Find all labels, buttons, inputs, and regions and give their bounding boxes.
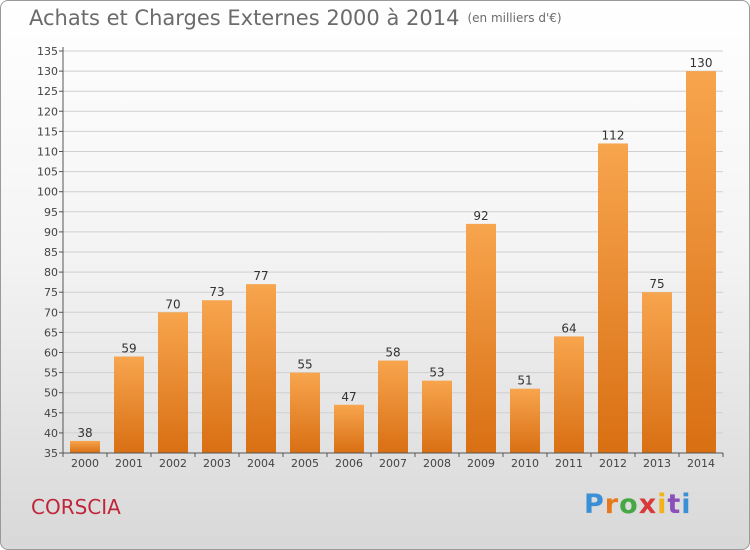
data-label: 38 — [77, 426, 92, 440]
y-tick-label: 115 — [37, 125, 58, 138]
bar — [598, 143, 628, 453]
bar — [158, 312, 188, 453]
bars — [70, 71, 716, 453]
y-tick-label: 40 — [44, 427, 58, 440]
x-tick-label: 2006 — [335, 457, 363, 470]
chart-title-text: Achats et Charges Externes 2000 à 2014 — [29, 6, 460, 30]
data-label: 58 — [385, 346, 400, 360]
data-label: 77 — [253, 269, 268, 283]
data-label: 64 — [561, 321, 576, 335]
x-tick-label: 2009 — [467, 457, 495, 470]
y-tick-label: 130 — [37, 65, 58, 78]
bar — [70, 440, 100, 453]
x-tick-label: 2012 — [599, 457, 627, 470]
y-axis-ticks: 35 40 45 50 55 60 65 70 75 80 85 90 95 100 105 110 115 12… — [37, 45, 63, 460]
logo-letter: x — [638, 489, 658, 520]
x-tick-label: 2001 — [115, 457, 143, 470]
commune-name: CORSCIA — [31, 495, 121, 519]
data-label: 55 — [297, 358, 312, 372]
data-label: 47 — [341, 390, 356, 404]
y-tick-label: 120 — [37, 105, 58, 118]
data-label: 130 — [690, 56, 713, 70]
data-label: 75 — [649, 277, 664, 291]
x-tick-label: 2013 — [643, 457, 671, 470]
chart-title: Achats et Charges Externes 2000 à 2014 (e… — [29, 6, 562, 30]
x-tick-label: 2010 — [511, 457, 539, 470]
logo-letter: o — [619, 489, 639, 520]
y-tick-label: 90 — [44, 226, 58, 239]
bar — [378, 360, 408, 453]
bar — [114, 356, 144, 453]
logo-letter: r — [604, 489, 620, 520]
y-tick-label: 135 — [37, 45, 58, 58]
data-label: 53 — [429, 366, 444, 380]
bar — [466, 223, 496, 453]
x-tick-label: 2003 — [203, 457, 231, 470]
logo-letter: i — [681, 489, 692, 520]
y-tick-label: 110 — [37, 146, 58, 159]
bar — [422, 380, 452, 453]
y-tick-label: 35 — [44, 447, 58, 460]
data-label: 92 — [473, 209, 488, 223]
x-tick-label: 2005 — [291, 457, 319, 470]
y-tick-label: 80 — [44, 266, 58, 279]
bar — [334, 404, 364, 453]
x-tick-label: 2002 — [159, 457, 187, 470]
chart-subtitle: (en milliers d'€) — [467, 11, 562, 25]
x-tick-label: 2014 — [687, 457, 715, 470]
y-tick-label: 85 — [44, 246, 58, 259]
y-tick-label: 50 — [44, 387, 58, 400]
logo-letter: i — [657, 489, 668, 520]
y-tick-label: 125 — [37, 85, 58, 98]
bar — [202, 300, 232, 453]
data-label: 112 — [602, 128, 625, 142]
data-label: 59 — [121, 342, 136, 356]
y-tick-label: 95 — [44, 206, 58, 219]
bar — [246, 284, 276, 453]
bar — [290, 372, 320, 453]
bar — [642, 292, 672, 453]
y-tick-label: 75 — [44, 286, 58, 299]
bar — [510, 388, 540, 453]
data-label: 70 — [165, 297, 180, 311]
logo-letter: P — [584, 489, 605, 520]
y-tick-label: 60 — [44, 347, 58, 360]
x-axis-ticks: 2000 2001 2002 2003 2004 2005 2006 2007 2008 2009… — [62, 453, 724, 470]
data-label: 51 — [517, 374, 532, 388]
logo-letter: t — [667, 489, 682, 520]
y-tick-label: 55 — [44, 367, 58, 380]
bar — [554, 336, 584, 453]
y-tick-label: 70 — [44, 306, 58, 319]
y-tick-label: 65 — [44, 326, 58, 339]
proxiti-logo: Proxiti — [584, 489, 692, 520]
x-tick-label: 2004 — [247, 457, 275, 470]
y-tick-label: 105 — [37, 166, 58, 179]
data-labels: 38 59 70 73 77 55 47 58 53 92 51 64 112 75 130 — [77, 56, 712, 440]
x-tick-label: 2008 — [423, 457, 451, 470]
bar — [686, 71, 716, 453]
x-tick-label: 2011 — [555, 457, 583, 470]
x-tick-label: 2000 — [71, 457, 99, 470]
x-tick-label: 2007 — [379, 457, 407, 470]
y-tick-label: 100 — [37, 186, 58, 199]
data-label: 73 — [209, 285, 224, 299]
y-tick-label: 45 — [44, 407, 58, 420]
